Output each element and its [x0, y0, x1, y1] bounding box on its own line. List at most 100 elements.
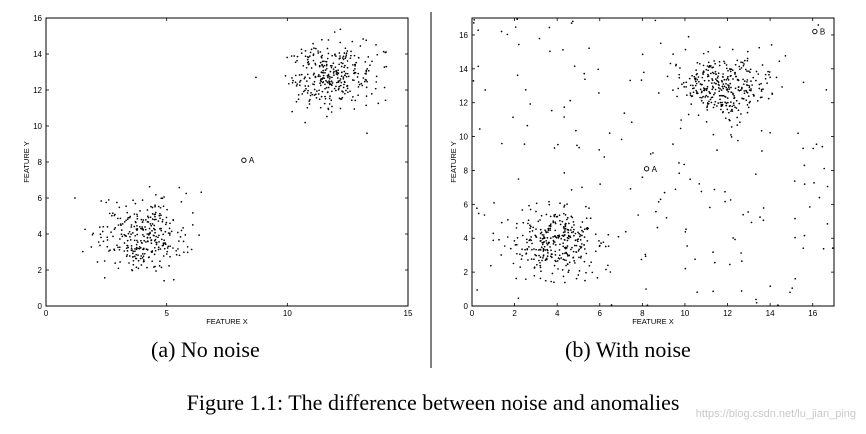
data-point	[526, 241, 528, 244]
data-point	[106, 226, 109, 228]
data-point	[566, 239, 569, 242]
data-point	[708, 90, 710, 93]
data-point	[180, 201, 183, 203]
data-point	[725, 86, 728, 89]
data-point	[163, 196, 165, 198]
data-point	[159, 248, 162, 250]
data-point	[305, 80, 308, 82]
data-point	[706, 105, 709, 107]
data-point	[581, 234, 583, 237]
data-point	[722, 76, 724, 78]
data-point	[365, 104, 368, 107]
data-point	[294, 74, 297, 77]
data-point	[699, 83, 702, 85]
data-point	[335, 55, 337, 58]
data-point	[308, 100, 311, 102]
data-point	[300, 48, 303, 51]
data-point	[702, 95, 704, 98]
data-point	[139, 210, 141, 212]
data-point	[541, 243, 544, 246]
data-point	[691, 74, 693, 77]
data-point	[596, 277, 599, 279]
data-point	[725, 104, 728, 107]
data-point	[558, 258, 561, 260]
data-point	[727, 69, 729, 72]
data-point	[155, 243, 158, 246]
data-point	[600, 242, 602, 244]
data-point	[165, 221, 168, 224]
data-point	[106, 236, 109, 239]
data-point	[149, 223, 152, 225]
data-point	[130, 226, 133, 228]
data-point	[700, 91, 703, 94]
data-point	[640, 258, 643, 261]
data-point	[714, 88, 717, 91]
data-point	[351, 40, 354, 43]
data-point	[142, 248, 144, 251]
data-point	[191, 212, 194, 214]
data-point	[375, 43, 377, 46]
data-point	[123, 221, 126, 223]
data-point	[562, 258, 565, 261]
data-point	[103, 260, 106, 262]
data-point	[821, 145, 824, 148]
data-point	[306, 58, 309, 61]
subcaption-with-noise: (b) With noise	[565, 337, 691, 362]
data-point	[328, 80, 330, 83]
data-point	[350, 50, 352, 53]
data-point	[736, 116, 739, 119]
data-point	[535, 202, 538, 205]
data-point	[713, 188, 716, 191]
data-point	[794, 236, 796, 239]
plot-frame	[45, 17, 409, 307]
data-point	[339, 79, 341, 82]
data-point	[760, 82, 762, 85]
data-point	[142, 259, 145, 261]
data-point	[777, 304, 779, 306]
data-point	[702, 73, 704, 76]
data-point	[322, 74, 325, 77]
data-point	[144, 228, 147, 231]
data-point	[298, 84, 301, 87]
data-point	[118, 206, 121, 209]
data-point	[158, 240, 160, 243]
data-point	[737, 86, 740, 88]
data-point	[365, 95, 368, 97]
data-point	[304, 76, 306, 79]
data-point	[343, 52, 346, 54]
data-point	[721, 101, 723, 104]
data-point	[683, 163, 686, 166]
data-point	[545, 230, 547, 233]
data-point	[321, 63, 323, 66]
data-point	[362, 77, 365, 79]
data-point	[705, 68, 708, 71]
data-point	[725, 78, 728, 81]
anomaly-point-a	[643, 166, 650, 172]
data-point	[583, 228, 586, 231]
data-point	[549, 246, 551, 248]
data-point	[575, 251, 578, 254]
data-point	[136, 213, 138, 216]
data-point	[320, 95, 323, 98]
data-point	[318, 64, 321, 67]
data-point	[711, 88, 714, 91]
data-point	[338, 85, 341, 88]
x-tick-label: 6	[598, 309, 603, 318]
data-point	[521, 248, 523, 251]
data-point	[123, 242, 126, 244]
data-point	[563, 234, 566, 236]
data-point	[775, 76, 778, 79]
data-point	[383, 66, 386, 68]
data-point	[153, 218, 156, 221]
data-point	[758, 46, 761, 49]
data-point	[687, 35, 690, 38]
data-point	[563, 172, 566, 174]
data-point	[553, 264, 556, 267]
data-point	[739, 68, 741, 71]
data-point	[598, 239, 600, 242]
data-point	[738, 89, 741, 92]
anomaly-markers: AB	[643, 28, 825, 174]
data-point	[579, 256, 582, 259]
data-point	[191, 224, 194, 226]
data-point	[585, 217, 588, 220]
